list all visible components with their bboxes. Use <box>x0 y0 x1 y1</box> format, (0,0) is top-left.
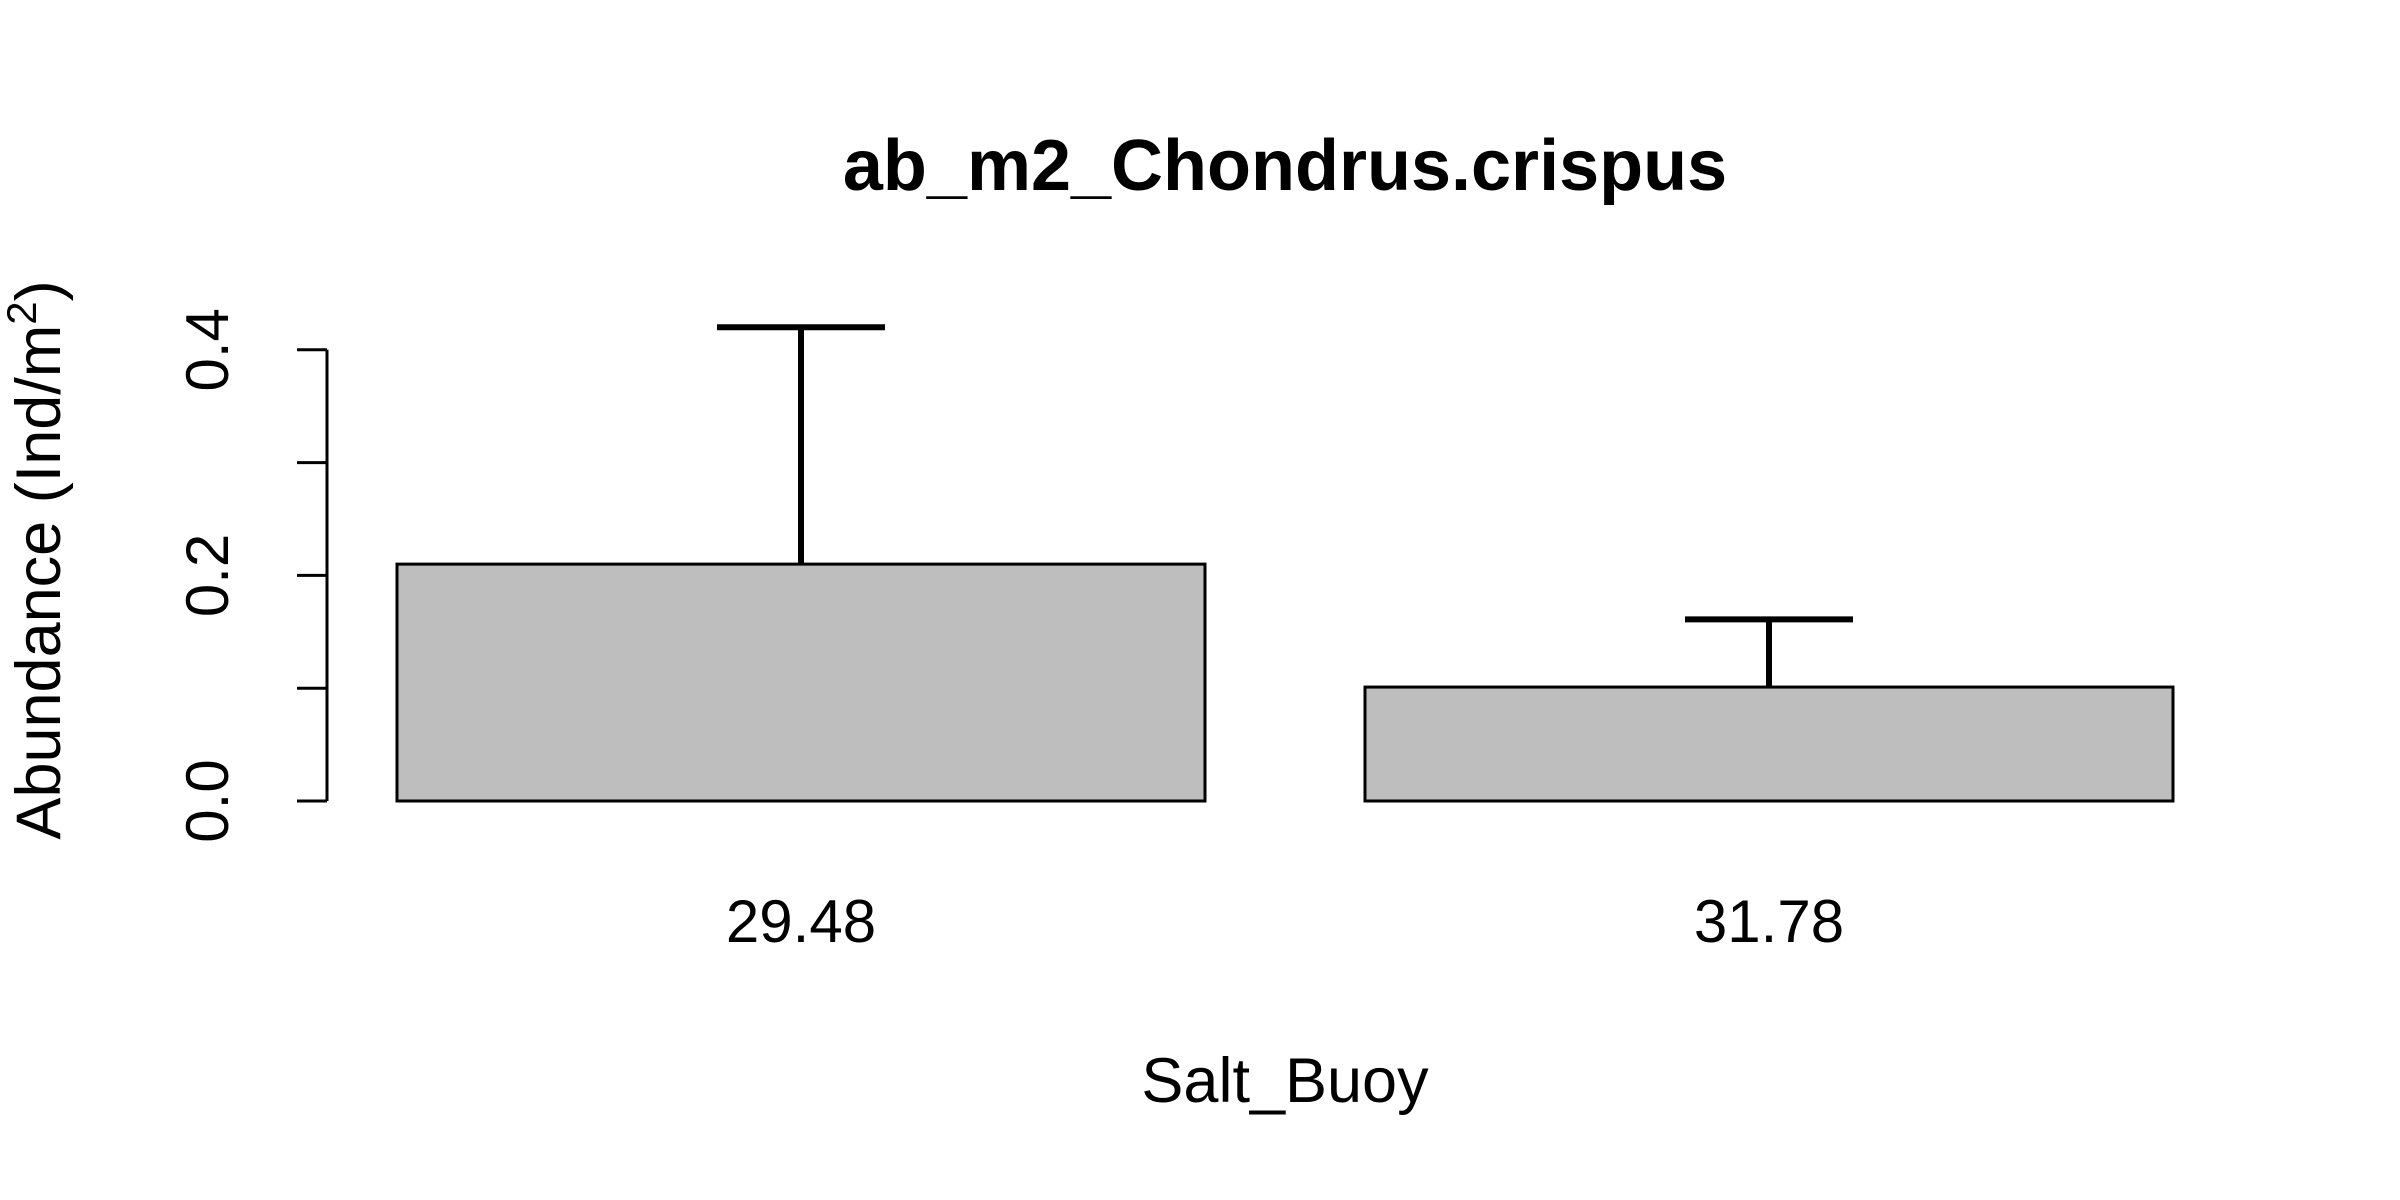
bar <box>395 562 1207 803</box>
y-tick-label: 0.4 <box>174 308 241 391</box>
y-axis-label-text: Abundance (Ind/m <box>4 325 74 840</box>
y-tick-label: 0.2 <box>174 534 241 617</box>
y-axis-label-close: ) <box>4 280 74 301</box>
y-axis: 0.0 0.2 0.4 <box>174 308 329 843</box>
y-axis-label-superscript: 2 <box>0 301 45 324</box>
y-axis-label: Abundance (Ind/m2) <box>0 280 74 839</box>
y-tick-label: 0.0 <box>174 759 241 842</box>
x-tick-label: 29.48 <box>726 888 876 955</box>
x-axis-label: Salt_Buoy <box>1141 1046 1429 1116</box>
bars-group <box>395 562 2175 803</box>
x-tick-labels-group: 29.48 31.78 <box>726 888 1844 955</box>
x-tick-label: 31.78 <box>1694 888 1844 955</box>
bar <box>1363 685 2175 803</box>
chart-title: ab_m2_Chondrus.crispus <box>843 126 1727 206</box>
error-bars-group <box>717 324 1853 688</box>
